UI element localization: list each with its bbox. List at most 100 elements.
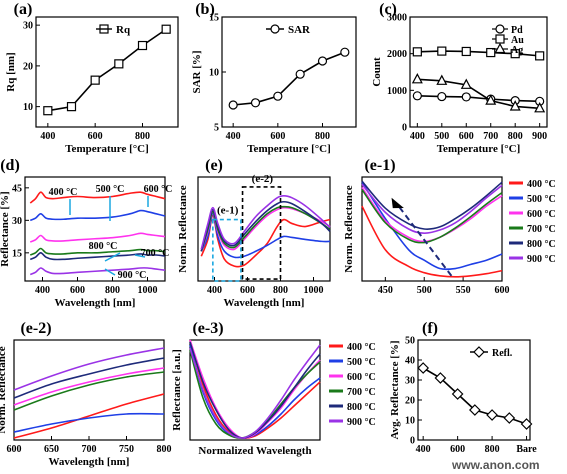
data-point-a — [66, 102, 77, 112]
legend-label: 800 °C — [527, 239, 556, 250]
x-tick-label-c: 400 — [410, 131, 425, 142]
x-axis-label-e3: Normalized Wavelength — [198, 445, 311, 457]
series-line-e2-5 — [13, 347, 165, 391]
series-line-e1-0 — [361, 205, 503, 278]
legend-label: 500 °C — [347, 357, 376, 368]
data-point-f — [451, 388, 464, 400]
y-axis-label-a: Rq [nm] — [5, 52, 17, 91]
x-tick-label-f: Bare — [516, 444, 537, 455]
x-tick-label-a: 400 — [40, 131, 55, 142]
x-tick-label-d: 600 — [70, 285, 85, 296]
panel-label-e1: (e-1) — [364, 157, 395, 174]
legend-label: Au — [511, 35, 524, 46]
y-axis-label-b: SAR [%] — [191, 50, 203, 93]
series-line-e1-1 — [361, 181, 503, 271]
series-line-b-0 — [233, 51, 346, 106]
y-tick-label-f: 0 — [410, 436, 415, 447]
series-line-d-5 — [29, 267, 166, 276]
annotation-arrow — [134, 254, 146, 258]
series-line-e1-5 — [361, 183, 503, 234]
series-line-d-2 — [29, 232, 166, 243]
x-tick-label-e2: 800 — [157, 444, 172, 455]
annotation-arrow — [104, 252, 121, 262]
legend-label: 600 °C — [347, 372, 376, 383]
panel-label-e2: (e-2) — [20, 320, 51, 337]
series-line-e2-4 — [13, 357, 165, 399]
y-tick-label-b: 10 — [209, 68, 219, 79]
curve-annotation: 900 °C — [118, 270, 147, 281]
data-point-b — [228, 100, 238, 110]
y-axis-label-e: Norm. Reflectance — [177, 185, 189, 272]
y-tick-label-a: 10 — [23, 102, 33, 113]
y-tick-label-c: 3000 — [387, 13, 407, 24]
plot-frame-e1 — [361, 176, 503, 282]
legend-label: 700 °C — [347, 387, 376, 398]
data-point-b — [340, 47, 350, 57]
legend-label: 900 °C — [347, 417, 376, 428]
data-point-c — [437, 46, 447, 56]
data-point-f — [473, 346, 485, 358]
x-tick-label-c: 600 — [459, 131, 474, 142]
series-line-e3-0 — [189, 339, 321, 440]
y-tick-label-f: 50 — [405, 336, 415, 347]
y-tick-label-f: 10 — [405, 416, 415, 427]
curve-annotation: 500 °C — [96, 184, 125, 195]
inset-label-e1: (e-1) — [217, 205, 239, 217]
legend-label: 800 °C — [347, 402, 376, 413]
data-point-b — [250, 98, 261, 108]
x-tick-label-b: 800 — [315, 131, 330, 142]
y-tick-label-b: 15 — [209, 13, 219, 24]
data-point-c — [534, 102, 546, 113]
y-tick-label-b: 5 — [214, 123, 219, 134]
series-line-e2-0 — [13, 393, 165, 439]
data-point-c — [485, 94, 497, 105]
panel-label-b: (b) — [195, 1, 215, 18]
data-point-c — [460, 78, 472, 89]
x-tick-label-e1: 600 — [495, 285, 510, 296]
x-tick-label-e2: 600 — [7, 444, 22, 455]
trend-arrowhead — [391, 197, 404, 209]
x-tick-label-b: 600 — [270, 131, 285, 142]
data-point-b — [317, 56, 328, 66]
data-point-c — [437, 91, 447, 102]
data-point-c — [494, 42, 506, 54]
legend-label: 400 °C — [347, 342, 376, 353]
legend-label: SAR — [288, 24, 311, 36]
curve-annotation: 800 °C — [89, 241, 118, 252]
data-point-f — [486, 409, 498, 421]
data-point-b — [295, 69, 305, 79]
data-point-c — [461, 46, 471, 57]
data-point-c — [510, 49, 520, 59]
series-line-e-0 — [200, 214, 331, 268]
y-axis-label-e1: Norm. Reflectance — [343, 185, 355, 272]
plot-frame-f — [417, 339, 531, 441]
legend-label: 600 °C — [527, 209, 556, 220]
data-point-c — [509, 100, 521, 111]
legend-label: 900 °C — [527, 254, 556, 265]
x-tick-label-d: 1000 — [138, 285, 158, 296]
x-tick-label-e: 800 — [273, 285, 288, 296]
x-axis-label-e: Wavelength [nm] — [224, 297, 305, 309]
series-line-e3-1 — [189, 344, 321, 439]
curve-annotation: 600 °C — [144, 184, 173, 195]
plot-frame-e3 — [189, 339, 321, 441]
y-tick-label-c: 2000 — [387, 49, 407, 60]
x-tick-label-f: 400 — [416, 444, 431, 455]
y-tick-label-a: 30 — [23, 21, 33, 32]
x-tick-label-e: 1000 — [304, 285, 324, 296]
data-point-a — [114, 59, 124, 69]
y-tick-label-f: 20 — [405, 396, 415, 407]
data-point-c — [412, 91, 422, 101]
x-tick-label-a: 800 — [135, 131, 150, 142]
series-line-d-4 — [29, 252, 166, 261]
series-line-e2-2 — [13, 367, 165, 406]
x-axis-label-b: Temperature [°C] — [247, 143, 331, 155]
x-tick-label-d: 400 — [35, 285, 50, 296]
series-line-e3-5 — [189, 344, 321, 439]
series-line-e2-1 — [13, 412, 165, 433]
y-axis-label-e3: Reflectance [a.u.] — [171, 349, 183, 431]
x-axis-label-d: Wavelength [nm] — [55, 297, 136, 309]
x-tick-label-c: 500 — [434, 131, 449, 142]
panel-label-a: (a) — [14, 1, 33, 18]
x-tick-label-d: 800 — [105, 285, 120, 296]
